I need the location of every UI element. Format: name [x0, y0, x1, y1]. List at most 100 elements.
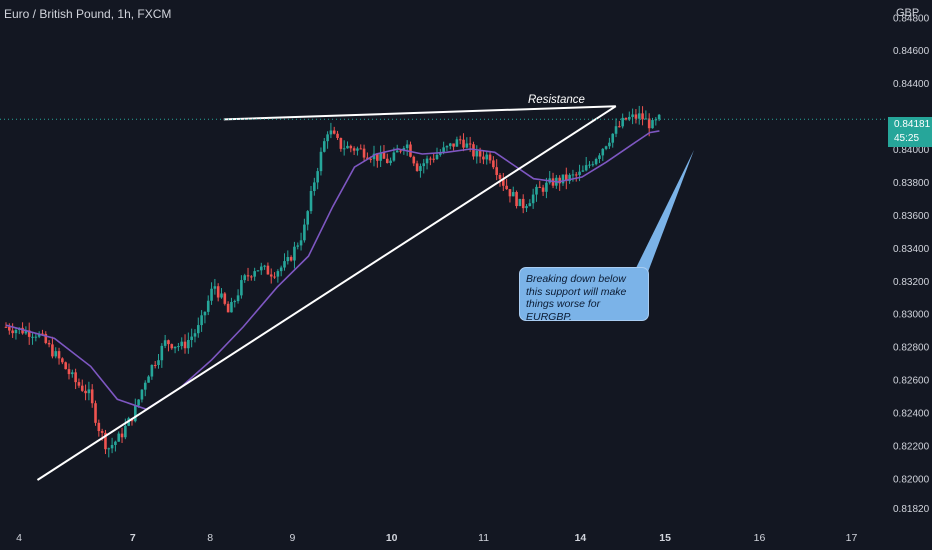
time-tick-label: 4 [16, 532, 22, 544]
candle-body [637, 113, 641, 119]
candle-body [641, 113, 644, 120]
candle-body [631, 114, 634, 117]
candle-body [210, 288, 213, 301]
resistance-trendline[interactable] [223, 105, 616, 121]
candle-body [263, 265, 266, 267]
candle-body [37, 333, 41, 337]
candle-body [77, 382, 81, 386]
candle-body [492, 160, 495, 168]
candle-body [14, 329, 18, 334]
candle-body [206, 300, 210, 312]
candle-body [54, 351, 58, 357]
candle-body [150, 364, 154, 377]
candle-body [299, 240, 303, 246]
price-axis[interactable]: 0.84800 0.84600 0.84400 0.84000 0.83800 0.836… [893, 13, 930, 515]
price-tick-label: 0.83600 [893, 211, 930, 222]
candle-body [505, 185, 508, 190]
trendlines-layer[interactable] [36, 105, 617, 481]
candle-body [468, 143, 472, 145]
candle-body [578, 171, 581, 175]
candle-body [147, 376, 150, 383]
candle-body [521, 198, 525, 209]
candle-body [478, 150, 482, 157]
candle-body [627, 116, 631, 120]
time-tick-label: 17 [846, 532, 858, 544]
candle-body [80, 385, 84, 391]
candle-body [462, 139, 465, 148]
candle-body [316, 171, 319, 183]
candle-body [405, 144, 409, 149]
candle-body [64, 362, 67, 370]
candle-body [359, 148, 363, 150]
candle-body [170, 344, 174, 349]
candle-body [216, 286, 220, 298]
candle-body [614, 126, 618, 134]
candle-body [273, 276, 276, 278]
candle-body [306, 211, 310, 225]
candle-body [604, 146, 608, 149]
candle-body [104, 432, 107, 450]
candle-body [107, 448, 111, 450]
candle-body [568, 174, 571, 182]
candle-body [565, 174, 568, 182]
candle-body [385, 158, 389, 164]
candle-body [528, 203, 532, 207]
candle-body [94, 403, 97, 423]
candle-body [654, 119, 658, 121]
candle-body [647, 118, 651, 129]
price-tick-label: 0.82800 [893, 343, 930, 354]
candle-body [422, 163, 426, 167]
candle-body [346, 145, 349, 149]
candle-body [313, 182, 316, 191]
price-tick-label: 0.82400 [893, 408, 930, 419]
candle-body [11, 330, 14, 334]
candle-body [31, 336, 34, 338]
candle-body [203, 311, 207, 316]
candle-body [322, 141, 326, 152]
candle-body [574, 174, 578, 176]
price-tick-label: 0.81820 [893, 504, 930, 515]
candle-body [90, 389, 94, 404]
candle-body [124, 425, 127, 438]
candle-body [163, 340, 167, 346]
candle-body [41, 333, 44, 335]
candle-body [140, 389, 144, 400]
candle-body [621, 117, 624, 127]
candle-body [588, 164, 591, 166]
candle-body [44, 333, 48, 343]
price-tick-label: 0.84600 [893, 46, 930, 57]
candle-body [296, 245, 300, 247]
candle-body [157, 360, 160, 365]
time-axis[interactable]: 4 7 8 9 10 11 14 15 16 17 [16, 532, 857, 544]
candle-body [250, 276, 253, 278]
bar-countdown: 45:25 [894, 133, 920, 144]
candle-body [498, 174, 502, 179]
support-callout[interactable]: Breaking down below this support will ma… [519, 267, 649, 323]
candle-body [153, 364, 157, 366]
candle-body [134, 405, 137, 422]
candle-body [435, 154, 439, 160]
candle-body [412, 156, 416, 164]
candle-body [177, 346, 180, 348]
symbol-title[interactable]: Euro / British Pound, 1h, FXCM [4, 7, 172, 21]
candle-body [71, 372, 74, 375]
candle-body [644, 118, 648, 120]
candle-body [601, 148, 605, 156]
candle-body [74, 372, 77, 383]
support-trendline[interactable] [36, 105, 617, 481]
resistance-label[interactable]: Resistance [528, 94, 585, 106]
candle-body [276, 271, 280, 277]
candle-body [538, 186, 542, 188]
candle-body [432, 158, 435, 160]
candle-body [495, 167, 498, 175]
candle-body [395, 150, 399, 153]
candle-body [226, 303, 230, 313]
candle-body [376, 153, 379, 161]
candle-body [482, 156, 485, 160]
candle-body [57, 351, 61, 359]
time-tick-label: 7 [130, 532, 136, 544]
time-tick-label: 14 [575, 532, 587, 544]
candle-body [286, 257, 290, 262]
candle-body [634, 114, 638, 119]
